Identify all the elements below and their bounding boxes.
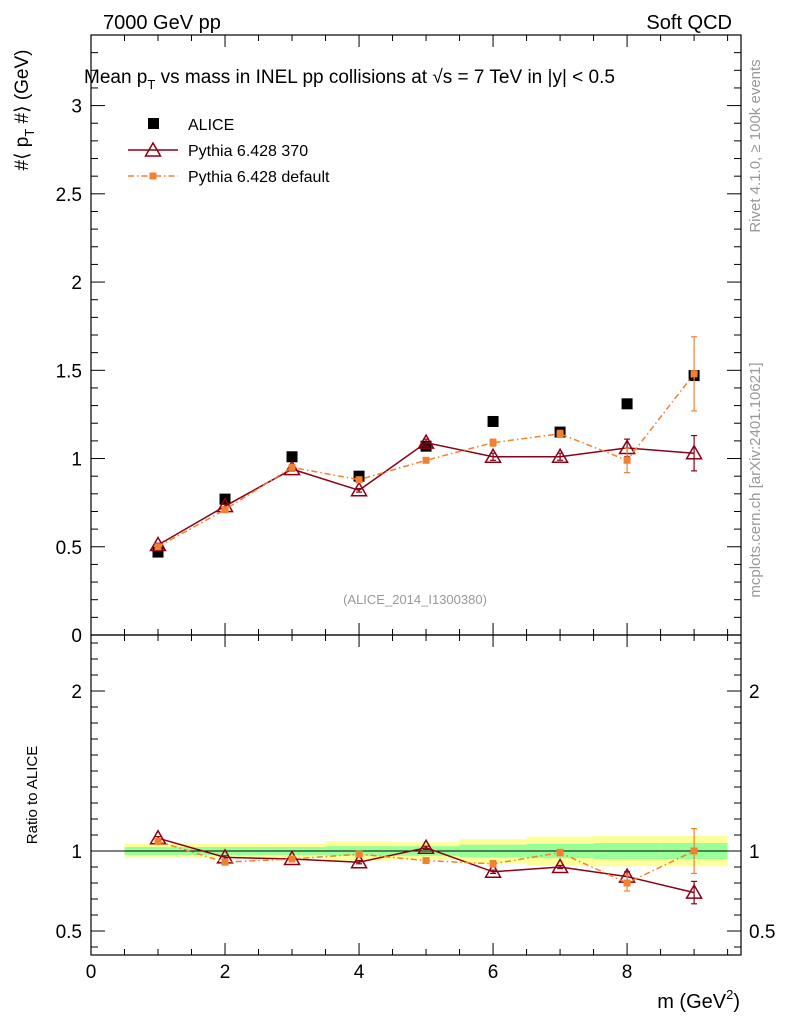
data-point-pythia_default	[489, 439, 497, 447]
legend: ALICE Pythia 6.428 370 Pythia 6.428 defa…	[128, 117, 330, 186]
rivet-version-label: Rivet 4.1.0, ≥ 100k events	[747, 59, 764, 232]
main-y-tick-label: 2.5	[56, 185, 82, 206]
energy-label: 7000 GeV pp	[103, 12, 221, 34]
category-label: Soft QCD	[646, 12, 732, 34]
ratio-series-layer	[149, 827, 703, 905]
x-tick-label: 4	[354, 962, 365, 983]
data-point-pythia_default	[154, 543, 162, 551]
legend-label-pythia370: Pythia 6.428 370	[188, 143, 308, 160]
ylabel-part-pre: #⟨ p	[12, 137, 33, 171]
x-tick-label: 0	[86, 962, 97, 983]
title-part-pre: Mean p	[84, 67, 147, 88]
data-point-pythia370	[551, 857, 569, 874]
data-point-pythia_default	[489, 860, 497, 868]
data-point-data	[353, 470, 365, 482]
ratio-y-tick-label-left: 2	[71, 682, 82, 703]
data-point-pythia_default	[288, 463, 296, 471]
data-point-pythia370	[417, 433, 435, 449]
main-series-layer	[149, 336, 703, 558]
legend-label-data: ALICE	[188, 117, 234, 134]
legend-marker-pythia-default	[149, 172, 157, 180]
xlabel-part-sup: 2	[726, 987, 733, 1002]
x-tick-label: 8	[622, 962, 633, 983]
data-point-pythia_default	[221, 506, 229, 514]
data-point-pythia_default	[422, 456, 430, 464]
title-sqrt-sign: √	[432, 67, 443, 88]
data-point-pythia370	[283, 849, 301, 866]
ylabel-part-sub: T	[22, 129, 37, 137]
data-point-pythia370	[484, 447, 502, 464]
data-point-pythia_default	[221, 858, 229, 866]
data-point-pythia_default	[355, 850, 363, 858]
ylabel-part-post: #⟩ (GeV)	[12, 50, 33, 129]
data-point-pythia370	[350, 853, 368, 869]
data-point-pythia_default	[355, 476, 363, 484]
axes-layer: 0 2 4 6 800.511.522.530.5 0.51 12 2	[56, 34, 775, 983]
data-point-pythia370	[417, 838, 435, 855]
data-point-pythia_default	[556, 430, 564, 438]
main-y-tick-label: 2	[71, 273, 82, 294]
ratio-y-tick-label-right: 1	[749, 842, 760, 863]
title-part-s: s	[443, 67, 453, 88]
data-point-pythia_default	[556, 849, 564, 857]
mcplots-label: mcplots.cern.ch [arXiv:2401.10621]	[747, 362, 764, 597]
main-y-tick-label: 1	[71, 450, 82, 471]
title-part-post: = 7 TeV in |y| < 0.5	[452, 67, 615, 88]
data-point-pythia370	[685, 883, 703, 899]
data-point-pythia_default	[623, 456, 631, 464]
data-point-pythia_default	[690, 847, 698, 855]
analysis-watermark: (ALICE_2014_I1300380)	[343, 592, 487, 607]
data-point-pythia_default	[288, 855, 296, 863]
data-point-data	[487, 415, 499, 427]
main-y-tick-label: 0.5	[56, 538, 82, 559]
main-title: Mean pT vs mass in INEL pp collisions at…	[84, 67, 615, 92]
ratio-y-tick-label-right: 0.5	[749, 922, 775, 943]
data-point-data	[286, 451, 298, 463]
ratio-y-tick-label-left: 1	[71, 842, 82, 863]
data-point-pythia370	[551, 447, 569, 464]
ratio-plot-frame	[90, 634, 742, 956]
data-point-pythia_default	[154, 837, 162, 845]
data-point-data	[621, 398, 633, 410]
data-point-pythia_default	[422, 857, 430, 865]
xlabel-part-post: )	[733, 991, 740, 1013]
main-y-tick-label: 0	[71, 626, 82, 647]
data-point-pythia370	[484, 862, 502, 879]
x-axis-label: m (GeV2)	[657, 987, 740, 1013]
data-point-pythia_default	[623, 879, 631, 887]
x-tick-label: 6	[488, 962, 499, 983]
title-part-mid: vs mass in INEL pp collisions at	[155, 67, 432, 88]
data-point-pythia370	[350, 481, 368, 497]
data-point-data	[152, 546, 164, 558]
legend-marker-data	[148, 118, 159, 129]
legend-label-pythia-default: Pythia 6.428 default	[188, 169, 330, 186]
data-point-pythia370	[283, 460, 301, 476]
ratio-y-tick-label-left: 0.5	[56, 922, 82, 943]
ratio-y-tick-label-right: 2	[749, 682, 760, 703]
main-y-tick-label: 3	[71, 97, 82, 118]
main-y-axis-label: #⟨ pT #⟩ (GeV)	[12, 50, 37, 171]
legend-marker-pythia370	[144, 141, 162, 157]
ratio-y-axis-label: Ratio to ALICE	[24, 746, 41, 844]
xlabel-part-pre: m (GeV	[657, 991, 727, 1013]
main-y-tick-label: 1.5	[56, 361, 82, 382]
x-tick-label: 2	[220, 962, 231, 983]
data-point-pythia_default	[690, 370, 698, 378]
title-part-sub: T	[147, 77, 155, 92]
data-point-pythia370	[685, 444, 703, 460]
